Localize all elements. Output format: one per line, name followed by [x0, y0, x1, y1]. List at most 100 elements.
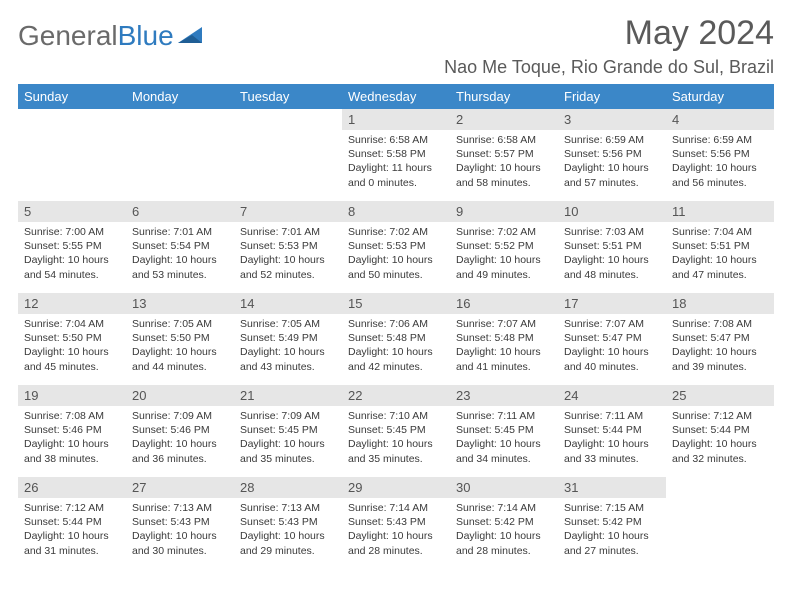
day-body: Sunrise: 7:07 AMSunset: 5:47 PMDaylight:… — [558, 314, 666, 378]
calendar-cell: 27Sunrise: 7:13 AMSunset: 5:43 PMDayligh… — [126, 477, 234, 569]
sunrise-text: Sunrise: 7:05 AM — [240, 317, 336, 331]
day-number — [666, 477, 774, 483]
daylight-text: Daylight: 10 hours and 45 minutes. — [24, 345, 120, 373]
daylight-text: Daylight: 10 hours and 50 minutes. — [348, 253, 444, 281]
sunrise-text: Sunrise: 7:14 AM — [456, 501, 552, 515]
daylight-text: Daylight: 10 hours and 42 minutes. — [348, 345, 444, 373]
calendar-cell: 19Sunrise: 7:08 AMSunset: 5:46 PMDayligh… — [18, 385, 126, 477]
day-number: 12 — [18, 293, 126, 314]
day-number: 30 — [450, 477, 558, 498]
day-number: 25 — [666, 385, 774, 406]
sunset-text: Sunset: 5:48 PM — [456, 331, 552, 345]
calendar-cell: 6Sunrise: 7:01 AMSunset: 5:54 PMDaylight… — [126, 201, 234, 293]
day-body: Sunrise: 7:03 AMSunset: 5:51 PMDaylight:… — [558, 222, 666, 286]
daylight-text: Daylight: 10 hours and 43 minutes. — [240, 345, 336, 373]
day-number: 24 — [558, 385, 666, 406]
calendar-cell: 26Sunrise: 7:12 AMSunset: 5:44 PMDayligh… — [18, 477, 126, 569]
day-number: 19 — [18, 385, 126, 406]
sunset-text: Sunset: 5:47 PM — [564, 331, 660, 345]
calendar-cell: 13Sunrise: 7:05 AMSunset: 5:50 PMDayligh… — [126, 293, 234, 385]
day-number — [234, 109, 342, 115]
calendar-cell: 21Sunrise: 7:09 AMSunset: 5:45 PMDayligh… — [234, 385, 342, 477]
calendar-cell: 1Sunrise: 6:58 AMSunset: 5:58 PMDaylight… — [342, 109, 450, 201]
logo: GeneralBlue — [18, 14, 206, 52]
month-title: May 2024 — [444, 14, 774, 53]
sunrise-text: Sunrise: 6:59 AM — [564, 133, 660, 147]
sunset-text: Sunset: 5:44 PM — [564, 423, 660, 437]
calendar-cell: 28Sunrise: 7:13 AMSunset: 5:43 PMDayligh… — [234, 477, 342, 569]
daylight-text: Daylight: 10 hours and 32 minutes. — [672, 437, 768, 465]
daylight-text: Daylight: 10 hours and 27 minutes. — [564, 529, 660, 557]
sunset-text: Sunset: 5:49 PM — [240, 331, 336, 345]
sunrise-text: Sunrise: 7:10 AM — [348, 409, 444, 423]
day-number: 18 — [666, 293, 774, 314]
day-body: Sunrise: 7:04 AMSunset: 5:50 PMDaylight:… — [18, 314, 126, 378]
sunset-text: Sunset: 5:50 PM — [24, 331, 120, 345]
sunrise-text: Sunrise: 7:14 AM — [348, 501, 444, 515]
day-number: 28 — [234, 477, 342, 498]
sunset-text: Sunset: 5:45 PM — [456, 423, 552, 437]
calendar-week: 1 Sunrise: 6:58 AM Sunset: 5:58 PM Daylight… — [18, 109, 774, 201]
sunrise-text: Sunrise: 7:09 AM — [132, 409, 228, 423]
daylight-text: Daylight: 10 hours and 54 minutes. — [24, 253, 120, 281]
sunrise-text: Sunrise: 7:05 AM — [132, 317, 228, 331]
day-number: 14 — [234, 293, 342, 314]
sunrise-text: Sunrise: 7:01 AM — [132, 225, 228, 239]
calendar-cell: 11Sunrise: 7:04 AMSunset: 5:51 PMDayligh… — [666, 201, 774, 293]
day-number — [126, 109, 234, 115]
day-number: 26 — [18, 477, 126, 498]
day-body: Sunrise: 6:59 AMSunset: 5:56 PMDaylight:… — [666, 130, 774, 194]
sunrise-text: Sunrise: 6:58 AM — [456, 133, 552, 147]
daylight-text: Daylight: 10 hours and 52 minutes. — [240, 253, 336, 281]
day-body: Sunrise: 7:12 AMSunset: 5:44 PMDaylight:… — [18, 498, 126, 562]
day-header: Friday — [558, 84, 666, 109]
daylight-text: Daylight: 10 hours and 34 minutes. — [456, 437, 552, 465]
calendar-cell: 25 Sunrise: 7:12 AMSunset: 5:44 PMDayligh… — [666, 385, 774, 477]
sunset-text: Sunset: 5:43 PM — [240, 515, 336, 529]
daylight-text: Daylight: 10 hours and 36 minutes. — [132, 437, 228, 465]
logo-text-gray: General — [18, 20, 118, 52]
sunrise-text: Sunrise: 7:01 AM — [240, 225, 336, 239]
day-body: Sunrise: 7:06 AMSunset: 5:48 PMDaylight:… — [342, 314, 450, 378]
day-header: Saturday — [666, 84, 774, 109]
calendar-cell: 29Sunrise: 7:14 AMSunset: 5:43 PMDayligh… — [342, 477, 450, 569]
calendar-cell: 7Sunrise: 7:01 AMSunset: 5:53 PMDaylight… — [234, 201, 342, 293]
daylight-text: Daylight: 10 hours and 49 minutes. — [456, 253, 552, 281]
calendar-cell: 22Sunrise: 7:10 AMSunset: 5:45 PMDayligh… — [342, 385, 450, 477]
calendar-cell: 5Sunrise: 7:00 AMSunset: 5:55 PMDaylight… — [18, 201, 126, 293]
sunset-text: Sunset: 5:44 PM — [672, 423, 768, 437]
sunrise-text: Sunrise: 7:06 AM — [348, 317, 444, 331]
calendar-cell — [18, 109, 126, 201]
day-number: 27 — [126, 477, 234, 498]
sunrise-text: Sunrise: 6:59 AM — [672, 133, 768, 147]
calendar-cell: 2Sunrise: 6:58 AMSunset: 5:57 PMDaylight… — [450, 109, 558, 201]
day-number: 6 — [126, 201, 234, 222]
day-header: Tuesday — [234, 84, 342, 109]
daylight-text: Daylight: 10 hours and 31 minutes. — [24, 529, 120, 557]
sunset-text: Sunset: 5:55 PM — [24, 239, 120, 253]
calendar-cell: 30Sunrise: 7:14 AMSunset: 5:42 PMDayligh… — [450, 477, 558, 569]
daylight-text: Daylight: 10 hours and 29 minutes. — [240, 529, 336, 557]
day-number: 2 — [450, 109, 558, 130]
daylight-text: Daylight: 10 hours and 47 minutes. — [672, 253, 768, 281]
day-number: 23 — [450, 385, 558, 406]
calendar-cell: 4Sunrise: 6:59 AMSunset: 5:56 PMDaylight… — [666, 109, 774, 201]
day-number: 5 — [18, 201, 126, 222]
sunset-text: Sunset: 5:58 PM — [348, 147, 444, 161]
sunset-text: Sunset: 5:45 PM — [348, 423, 444, 437]
calendar-cell: 20Sunrise: 7:09 AMSunset: 5:46 PMDayligh… — [126, 385, 234, 477]
day-number: 9 — [450, 201, 558, 222]
calendar-cell: 15Sunrise: 7:06 AMSunset: 5:48 PMDayligh… — [342, 293, 450, 385]
calendar-cell: 16Sunrise: 7:07 AMSunset: 5:48 PMDayligh… — [450, 293, 558, 385]
day-number: 15 — [342, 293, 450, 314]
sunrise-text: Sunrise: 7:12 AM — [672, 409, 768, 423]
daylight-text: Daylight: 10 hours and 28 minutes. — [348, 529, 444, 557]
day-number: 1 — [342, 109, 450, 130]
day-number: 22 — [342, 385, 450, 406]
logo-triangle-icon — [178, 20, 206, 52]
day-body: Sunrise: 7:05 AMSunset: 5:50 PMDaylight:… — [126, 314, 234, 378]
daylight-text: Daylight: 10 hours and 58 minutes. — [456, 161, 552, 189]
sunset-text: Sunset: 5:52 PM — [456, 239, 552, 253]
logo-text-blue: Blue — [118, 20, 174, 52]
calendar-cell: 18Sunrise: 7:08 AMSunset: 5:47 PMDayligh… — [666, 293, 774, 385]
